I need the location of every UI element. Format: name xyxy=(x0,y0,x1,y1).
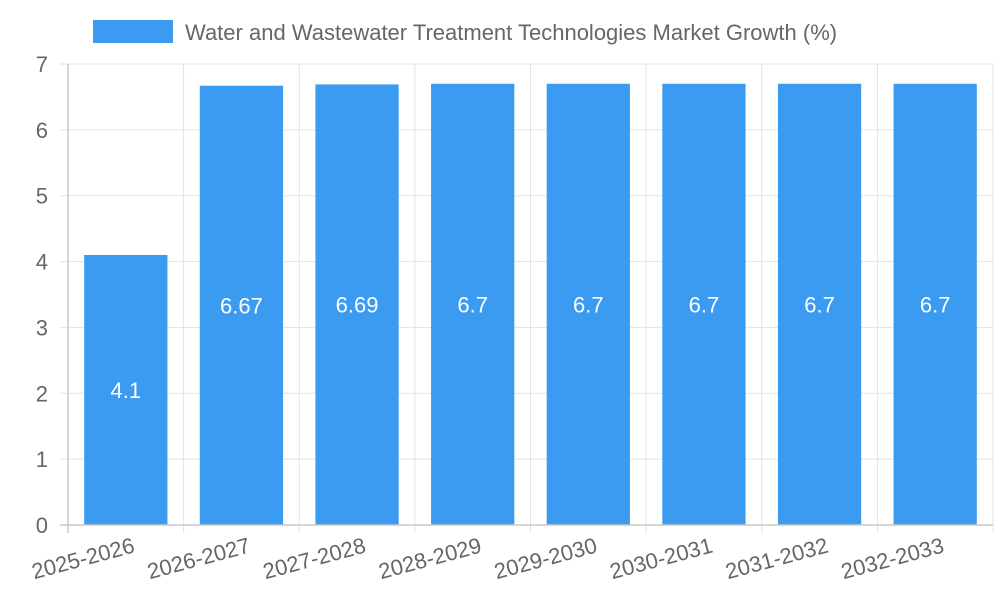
x-axis-ticks: 2025-2026 2026-2027 2027-2028 2028-2029 2029… xyxy=(29,533,946,584)
x-tick-label: 2026-2027 xyxy=(145,533,253,584)
bars xyxy=(84,83,977,526)
bar[interactable] xyxy=(199,85,284,526)
bar[interactable] xyxy=(546,83,630,525)
bar[interactable] xyxy=(431,83,515,525)
legend-swatch[interactable] xyxy=(93,20,173,43)
y-tick-label: 1 xyxy=(36,447,48,472)
y-tick-label: 5 xyxy=(36,184,48,209)
x-tick-label: 2027-2028 xyxy=(260,533,368,584)
y-tick-label: 2 xyxy=(36,381,48,406)
x-tick-label: 2032-2033 xyxy=(838,533,946,584)
bar[interactable] xyxy=(84,254,168,525)
bar[interactable] xyxy=(777,83,862,525)
y-tick-label: 3 xyxy=(36,315,48,340)
bar[interactable] xyxy=(315,84,399,525)
data-labels: 4.1 6.67 6.69 6.7 6.7 6.7 6.7 6.7 xyxy=(111,292,951,403)
bar-data-label: 6.7 xyxy=(573,292,604,317)
bar-data-label: 6.67 xyxy=(220,293,263,318)
bar-data-label: 6.7 xyxy=(804,292,835,317)
bar[interactable] xyxy=(662,83,746,525)
x-tick-label: 2029-2030 xyxy=(492,533,600,584)
x-tick-label: 2025-2026 xyxy=(29,533,137,584)
y-tick-label: 4 xyxy=(36,250,48,275)
y-tick-label: 6 xyxy=(36,118,48,143)
legend-label[interactable]: Water and Wastewater Treatment Technolog… xyxy=(185,20,837,45)
bar-data-label: 6.7 xyxy=(920,292,951,317)
bar-data-label: 4.1 xyxy=(111,378,142,403)
y-tick-label: 7 xyxy=(36,52,48,77)
y-axis-ticks: 0 1 2 3 4 5 6 7 xyxy=(36,52,48,538)
legend[interactable]: Water and Wastewater Treatment Technolog… xyxy=(93,20,837,45)
bar-data-label: 6.7 xyxy=(457,292,488,317)
y-tick-label: 0 xyxy=(36,513,48,538)
x-tick-label: 2030-2031 xyxy=(607,533,715,584)
x-tick-label: 2028-2029 xyxy=(376,533,484,584)
x-tick-label: 2031-2032 xyxy=(723,533,831,584)
axes xyxy=(60,64,993,533)
bar-data-label: 6.7 xyxy=(689,292,720,317)
bar[interactable] xyxy=(893,83,977,525)
bar-data-label: 6.69 xyxy=(336,293,379,318)
